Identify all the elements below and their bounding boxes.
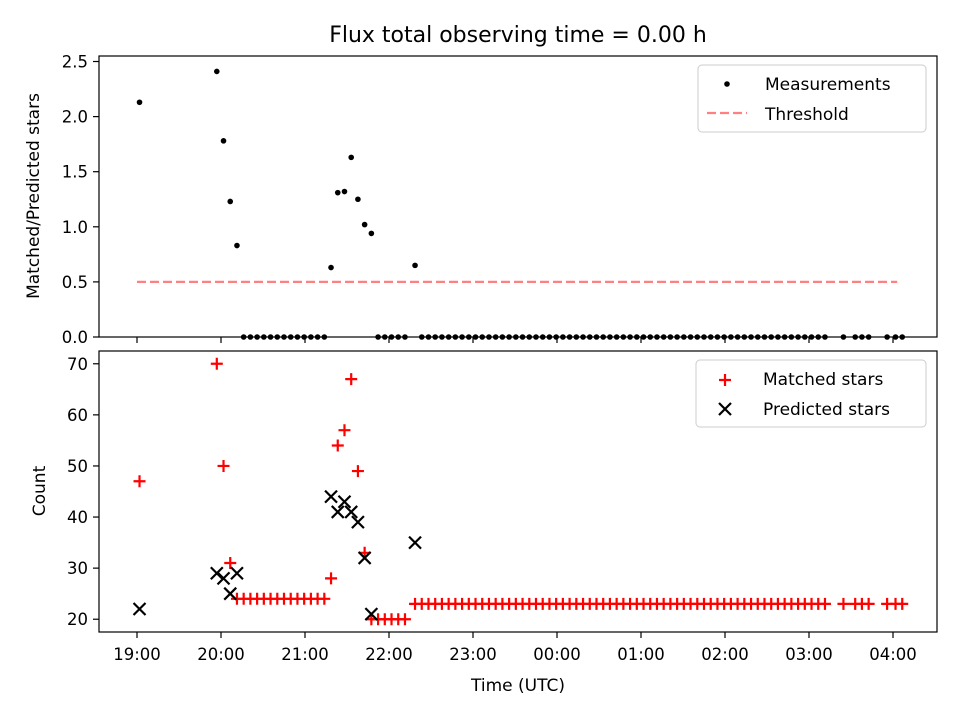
x-axis-label: Time (UTC) [470,676,565,696]
matched-star-point [837,597,850,610]
matched-star-point [345,373,358,386]
predicted-star-point [408,535,422,550]
ratio-x-ticks [136,337,894,343]
chart-title: Flux total observing time = 0.00 h [329,23,707,48]
count-panel-frame [98,350,938,633]
measurement-point [234,242,240,249]
legend-measurements-marker [724,81,730,87]
y-tick-label: 70 [67,355,88,374]
count-y-ticks: 20 30 40 50 60 70 [67,355,99,629]
count-legend: Matched stars Predicted stars [695,359,927,428]
measurement-point [227,198,234,205]
ratio-legend-box [697,64,927,133]
ratio-marks [136,68,906,340]
legend-threshold-label: Threshold [764,105,849,125]
measurement-point [368,230,375,237]
measurement-point [355,196,361,203]
measurement-point [328,264,334,271]
x-tick-label: 04:00 [869,645,917,664]
measurement-point [214,68,220,75]
legend-predicted-marker [718,402,732,416]
x-tick-label: 20:00 [197,645,245,664]
y-tick-label: 0.0 [62,328,88,347]
ratio-legend: Measurements Threshold [697,64,927,133]
y-tick-label: 60 [67,406,88,425]
legend-matched-label: Matched stars [763,370,883,390]
predicted-star-point [351,515,365,529]
matched-star-point [224,557,237,570]
x-tick-label: 22:00 [365,645,413,664]
x-tick-label: 21:00 [281,645,329,664]
matched-star-point [818,597,831,610]
matched-star-point [210,357,223,370]
predicted-star-point [364,607,379,621]
count-legend-box [695,359,927,428]
count-x-ticks: 19:00 20:00 21:00 22:00 23:00 00:00 01:00 02:00… [113,632,917,664]
measurement-point [220,138,227,144]
y-tick-label: 2.0 [62,108,88,127]
measurement-point [136,99,143,106]
matched-star-point [398,613,411,626]
matched-star-point [217,459,230,472]
legend-predicted-label: Predicted stars [763,400,890,420]
predicted-star-point [330,505,345,519]
y-tick-label: 2.5 [62,53,88,72]
legend-measurements-label: Measurements [765,75,891,95]
count-marks [132,357,909,626]
y-tick-label: 40 [67,508,88,527]
measurement-point [412,262,418,269]
ratio-y-axis-label: Matched/Predicted stars [24,93,44,299]
legend-matched-marker [719,374,731,386]
predicted-star-point [230,566,244,581]
measurement-point [361,221,368,228]
predicted-star-point [324,489,338,504]
x-tick-label: 02:00 [701,645,749,664]
ratio-y-ticks: 0.0 0.5 1.0 1.5 2.0 2.5 [62,53,99,347]
y-tick-label: 1.0 [62,218,88,237]
predicted-star-point [216,571,231,586]
matched-star-point [338,424,351,437]
x-tick-label: 00:00 [533,645,581,664]
y-tick-label: 30 [67,559,88,578]
predicted-star-point [357,551,372,565]
matched-star-point [896,597,909,610]
y-tick-label: 20 [67,610,88,629]
predicted-star-point [344,505,358,519]
predicted-star-point [223,586,238,601]
y-tick-label: 50 [67,457,88,476]
matched-star-point [318,592,331,605]
predicted-star-point [337,494,352,509]
matched-star-point [351,465,364,478]
measurement-point [334,189,341,196]
x-tick-label: 01:00 [617,645,665,664]
y-tick-label: 1.5 [62,163,88,182]
count-y-axis-label: Count [30,465,50,516]
matched-star-point [862,597,875,610]
measurement-point [341,188,348,195]
matched-star-point [133,475,146,488]
x-tick-label: 03:00 [785,645,833,664]
count-panel: 20 30 40 50 60 70 19:00 20:00 21:00 22:00 23:00 00… [30,350,938,664]
x-tick-label: 23:00 [449,645,497,664]
predicted-star-point [132,602,147,616]
ratio-panel: 0.0 0.5 1.0 1.5 2.0 2.5 Matched/Predicted sta… [24,53,938,347]
matched-star-point [331,439,344,452]
y-tick-label: 0.5 [62,273,88,292]
matched-star-point [325,572,338,585]
measurement-point [348,154,355,161]
ratio-panel-frame [98,55,938,338]
predicted-star-point [210,566,224,581]
x-tick-label: 19:00 [113,645,161,664]
